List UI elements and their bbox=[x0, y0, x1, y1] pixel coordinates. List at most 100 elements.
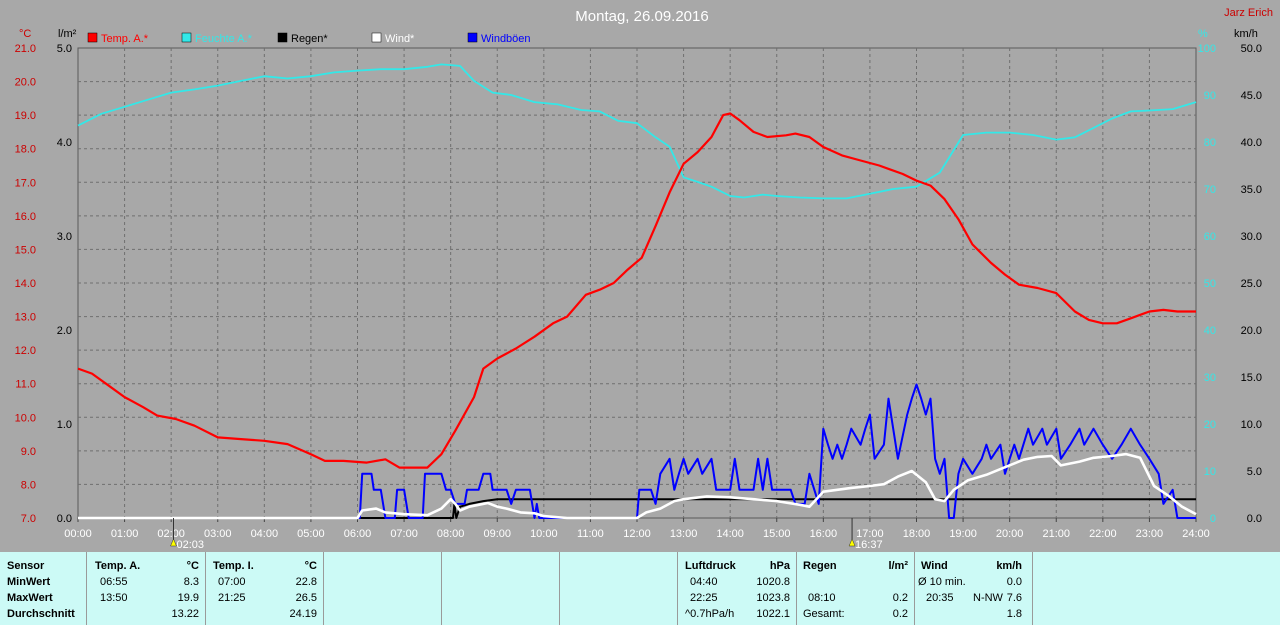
wind-tick-label: 40.0 bbox=[1241, 137, 1262, 149]
temp-i-min-value: 22.8 bbox=[295, 576, 317, 588]
temp-tick-label: 14.0 bbox=[15, 278, 36, 290]
wind-tick-label: 35.0 bbox=[1241, 184, 1262, 196]
legend-label: Feuchte A.* bbox=[195, 33, 253, 45]
x-tick-label: 18:00 bbox=[903, 528, 931, 540]
legend-label: Regen* bbox=[291, 33, 328, 45]
x-tick-label: 24:00 bbox=[1182, 528, 1210, 540]
hdr-temp-i-unit: °C bbox=[304, 560, 317, 572]
x-tick-label: 21:00 bbox=[1042, 528, 1070, 540]
rain-tick-label: 1.0 bbox=[57, 419, 72, 431]
series-line bbox=[78, 498, 1196, 519]
temp-a-max-value: 19.9 bbox=[177, 592, 199, 604]
rain-tick-label: 4.0 bbox=[57, 137, 72, 149]
col-rain: Regen l/m² 08:10 0.2 Gesamt: 0.2 bbox=[797, 552, 915, 625]
x-tick-label: 13:00 bbox=[670, 528, 698, 540]
row-minwert: MinWert bbox=[7, 576, 51, 588]
legend-swatch bbox=[371, 32, 382, 43]
temp-a-min-value: 8.3 bbox=[183, 576, 199, 588]
temp-tick-label: 7.0 bbox=[21, 513, 36, 525]
x-tick-label: 09:00 bbox=[483, 528, 511, 540]
legend-swatch bbox=[87, 32, 98, 43]
col-empty-2 bbox=[442, 552, 560, 625]
wind-tick-label: 20.0 bbox=[1241, 325, 1262, 337]
wind-tick-label: 15.0 bbox=[1241, 372, 1262, 384]
x-tick-label: 15:00 bbox=[763, 528, 791, 540]
legend-label: Wind* bbox=[385, 33, 415, 45]
legend-swatch bbox=[181, 32, 192, 43]
row-durchschnitt: Durchschnitt bbox=[7, 608, 75, 620]
pressure-avg-value: 1022.1 bbox=[756, 608, 790, 620]
legend: Temp. A.* Feuchte A.* Regen* Wind* Windböen bbox=[87, 32, 531, 45]
legend-swatch bbox=[467, 32, 478, 43]
col-wind: Wind km/h Ø 10 min. 0.0 20:35 N-NW 7.6 1… bbox=[915, 552, 1033, 625]
legend-label: Windböen bbox=[481, 33, 531, 45]
grid-lines bbox=[77, 47, 1197, 522]
wind-tick-label: 30.0 bbox=[1241, 231, 1262, 243]
pressure-trend: ^0.7hPa/h bbox=[685, 608, 735, 620]
col-sensor: Sensor MinWert MaxWert Durchschnitt bbox=[0, 552, 87, 625]
x-tick-label: 12:00 bbox=[623, 528, 651, 540]
x-tick-label: 10:00 bbox=[530, 528, 558, 540]
x-tick-label: 01:00 bbox=[111, 528, 139, 540]
humidity-tick-label: 60 bbox=[1204, 231, 1216, 243]
marker-time-label: 16:37 bbox=[855, 539, 883, 551]
wind-avg-value: 1.8 bbox=[1006, 608, 1022, 620]
wind-avg10-value: 0.0 bbox=[1006, 576, 1022, 588]
humidity-tick-label: 10 bbox=[1204, 466, 1216, 478]
humidity-tick-label: 80 bbox=[1204, 137, 1216, 149]
marker-icon bbox=[848, 538, 856, 547]
series-line bbox=[77, 112, 1196, 469]
temp-tick-label: 9.0 bbox=[21, 446, 36, 458]
pressure-min-value: 1020.8 bbox=[756, 576, 790, 588]
wind-max-time: 20:35 bbox=[926, 592, 954, 604]
x-tick-label: 17:00 bbox=[856, 528, 884, 540]
humidity-tick-label: 40 bbox=[1204, 325, 1216, 337]
temp-i-avg-value: 24.19 bbox=[289, 608, 317, 620]
humidity-tick-label: 50 bbox=[1204, 278, 1216, 290]
temp-tick-label: 10.0 bbox=[15, 412, 36, 424]
x-tick-label: 14:00 bbox=[716, 528, 744, 540]
hdr-sensor: Sensor bbox=[7, 560, 45, 572]
pressure-max-value: 1023.8 bbox=[756, 592, 790, 604]
unit-rain: l/m² bbox=[58, 28, 77, 40]
author-label: Jarz Erich bbox=[1224, 7, 1273, 19]
chart-title: Montag, 26.09.2016 bbox=[575, 8, 708, 25]
rain-max-time: 08:10 bbox=[808, 592, 836, 604]
x-tick-label: 20:00 bbox=[996, 528, 1024, 540]
rain-tick-label: 5.0 bbox=[57, 43, 72, 55]
hdr-rain: Regen bbox=[803, 560, 837, 572]
temp-a-avg-value: 13.22 bbox=[171, 608, 199, 620]
temp-tick-label: 21.0 bbox=[15, 43, 36, 55]
marker-time-label: 02:03 bbox=[176, 539, 204, 551]
wind-tick-label: 50.0 bbox=[1241, 43, 1262, 55]
rain-total-label: Gesamt: bbox=[803, 608, 845, 620]
x-tick-label: 05:00 bbox=[297, 528, 325, 540]
temp-tick-label: 19.0 bbox=[15, 110, 36, 122]
temp-i-max-time: 21:25 bbox=[218, 592, 246, 604]
wind-avg10-label: Ø 10 min. bbox=[918, 576, 966, 588]
pressure-max-time: 22:25 bbox=[690, 592, 718, 604]
temp-tick-label: 12.0 bbox=[15, 345, 36, 357]
temp-tick-label: 17.0 bbox=[15, 177, 36, 189]
rain-tick-label: 0.0 bbox=[57, 513, 72, 525]
x-tick-label: 07:00 bbox=[390, 528, 418, 540]
hdr-wind: Wind bbox=[921, 560, 948, 572]
wind-tick-label: 5.0 bbox=[1247, 466, 1262, 478]
rain-tick-label: 3.0 bbox=[57, 231, 72, 243]
col-temp-a: Temp. A. °C 06:55 8.3 13:50 19.9 13.22 bbox=[87, 552, 206, 625]
temp-i-min-time: 07:00 bbox=[218, 576, 246, 588]
col-pressure: Luftdruck hPa 04:40 1020.8 22:25 1023.8 … bbox=[678, 552, 797, 625]
hdr-rain-unit: l/m² bbox=[888, 560, 908, 572]
unit-temp: °C bbox=[19, 28, 31, 40]
hdr-temp-a: Temp. A. bbox=[95, 560, 141, 572]
series-line bbox=[78, 383, 1196, 519]
series-line bbox=[77, 63, 1197, 200]
humidity-tick-label: 100 bbox=[1198, 43, 1216, 55]
x-tick-label: 11:00 bbox=[577, 528, 604, 540]
temp-tick-label: 16.0 bbox=[15, 211, 36, 223]
x-tick-label: 04:00 bbox=[251, 528, 279, 540]
humidity-tick-label: 0 bbox=[1210, 513, 1216, 525]
temp-tick-label: 15.0 bbox=[15, 244, 36, 256]
humidity-tick-label: 20 bbox=[1204, 419, 1216, 431]
legend-label: Temp. A.* bbox=[101, 33, 149, 45]
